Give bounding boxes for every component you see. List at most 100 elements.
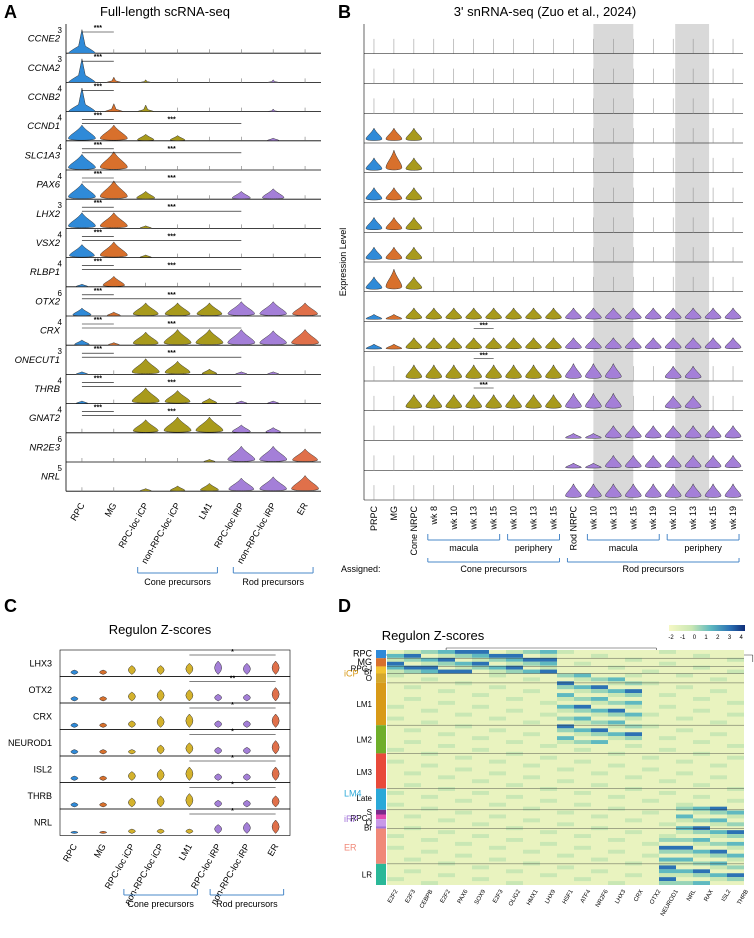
panel-c-violin xyxy=(243,746,251,755)
panel-d-heat-cell xyxy=(421,751,438,756)
panel-d-heat-cell xyxy=(506,653,523,658)
panel-d-heat-cell xyxy=(421,794,438,799)
panel-d-title: Regulon Z-scores xyxy=(382,628,485,643)
panel-d-heat-cell xyxy=(506,650,523,654)
panel-a-gene-label: NRL xyxy=(41,472,60,483)
panel-d-heat-cell xyxy=(387,877,404,882)
panel-d-heat-cell xyxy=(591,728,608,733)
panel-d-heat-cell xyxy=(489,802,506,807)
panel-b-sig-label: *** xyxy=(480,352,488,359)
panel-d-row-label: S xyxy=(367,808,372,817)
panel-c-sig-label: * xyxy=(231,808,234,815)
panel-a-violin xyxy=(262,188,285,200)
panel-c-group-label: Cone precursors xyxy=(127,899,194,909)
panel-d-heat-cell xyxy=(438,653,455,658)
panel-b-violin xyxy=(645,454,662,469)
panel-d-heat-cell xyxy=(523,732,540,737)
panel-d-row-label: LM2 xyxy=(356,735,372,744)
panel-c-row-box xyxy=(59,808,291,836)
panel-d-heat-cell xyxy=(387,747,404,752)
panel-c-violin xyxy=(271,660,280,675)
panel-c-violin xyxy=(185,662,194,675)
panel-d-row-label: LR xyxy=(362,870,372,879)
panel-d-column-label: ISL2 xyxy=(721,888,733,902)
panel-b-violin xyxy=(724,483,742,498)
panel-d-heat-cell xyxy=(472,822,489,827)
panel-d-heat-cell xyxy=(472,665,489,670)
panel-b-violin xyxy=(405,337,423,350)
panel-c-row-box xyxy=(59,755,291,783)
panel-a-violin xyxy=(195,329,224,345)
panel-a-violin xyxy=(196,302,223,316)
panel-c-violin xyxy=(243,693,251,702)
panel-b-violin xyxy=(625,337,642,350)
panel-d-heat-cell xyxy=(693,665,710,670)
panel-b-violin xyxy=(684,454,702,469)
panel-d-heat-cell xyxy=(659,861,676,866)
panel-d-heat-cell xyxy=(489,665,506,670)
panel-a-group-label: Cone precursors xyxy=(144,577,211,587)
panel-a-violin xyxy=(292,448,318,462)
panel-a-violin xyxy=(267,371,280,375)
panel-b-violin xyxy=(605,425,622,439)
panel-d-heat-cell xyxy=(540,830,557,835)
panel-d-heat-cell xyxy=(693,830,710,835)
panel-b-violin xyxy=(385,314,403,320)
panel-d-heat-cell xyxy=(659,693,676,697)
panel-d-heat-cell xyxy=(387,661,404,666)
panel-d-column-label: NRL xyxy=(686,888,698,902)
panel-a-violin xyxy=(267,108,280,112)
panel-a-violin xyxy=(68,212,96,229)
panel-c-violin xyxy=(70,802,79,808)
panel-d-heat-cell xyxy=(438,873,455,878)
panel-c-violin xyxy=(156,665,165,675)
panel-d-heat-cell xyxy=(523,669,540,674)
panel-b-sig-label: *** xyxy=(480,323,488,330)
panel-letter-c: C xyxy=(4,596,17,616)
panel-a-sig-label: *** xyxy=(94,25,102,32)
panel-c-violin xyxy=(99,802,107,808)
panel-d-heat-cell xyxy=(404,857,421,862)
panel-d-heat-cell xyxy=(540,657,557,662)
panel-d-heat-cell xyxy=(574,685,591,690)
panel-d-heat-cell xyxy=(421,650,438,654)
panel-d-heat-cell xyxy=(608,736,625,741)
panel-d-heat-cell xyxy=(727,755,744,760)
panel-d-heat-cell xyxy=(608,806,625,811)
panel-d-heat-cell xyxy=(472,661,489,666)
panel-a-violin xyxy=(132,331,159,345)
panel-d-heat-cell xyxy=(608,724,625,729)
panel-c-violin xyxy=(99,830,107,834)
panel-d-heat-cell xyxy=(591,740,608,744)
panel-d-heat-cell xyxy=(472,736,489,741)
panel-d-heat-cell xyxy=(574,704,591,709)
panel-d-heat-cell xyxy=(506,697,523,701)
panel-d-heat-cell xyxy=(557,681,574,686)
panel-b-violin xyxy=(724,425,742,439)
panel-c-sig-label: * xyxy=(231,755,234,762)
panel-d-heat-cell xyxy=(506,783,523,788)
panel-b-violin xyxy=(405,393,423,409)
panel-d-heat-cell xyxy=(472,693,489,697)
panel-b-violin xyxy=(565,483,582,498)
panel-d-heat-cell xyxy=(472,791,489,795)
panel-d-heat-cell xyxy=(557,779,574,784)
panel-b-violin xyxy=(605,337,622,350)
panel-d-column-label: E2F3 xyxy=(492,888,505,904)
panel-c-violin xyxy=(271,713,280,728)
panel-c-violin xyxy=(156,768,165,781)
panel-d-heat-cell xyxy=(455,810,472,815)
panel-d-heat-cell xyxy=(659,736,676,741)
panel-a-violin xyxy=(75,283,88,287)
panel-d-heat-cell xyxy=(727,841,744,846)
panel-d-heat-cell xyxy=(710,830,727,835)
panel-b-violin xyxy=(545,393,562,409)
panel-d-heat-cell xyxy=(472,650,489,654)
panel-d-heat-cell xyxy=(642,755,659,760)
panel-d-heat-cell xyxy=(659,747,676,752)
panel-a-sig-label: *** xyxy=(168,292,176,299)
panel-a-sig-label: *** xyxy=(94,142,102,149)
panel-d-heat-cell xyxy=(591,689,608,694)
panel-b-violin xyxy=(605,483,622,498)
panel-a-violin xyxy=(164,360,191,375)
